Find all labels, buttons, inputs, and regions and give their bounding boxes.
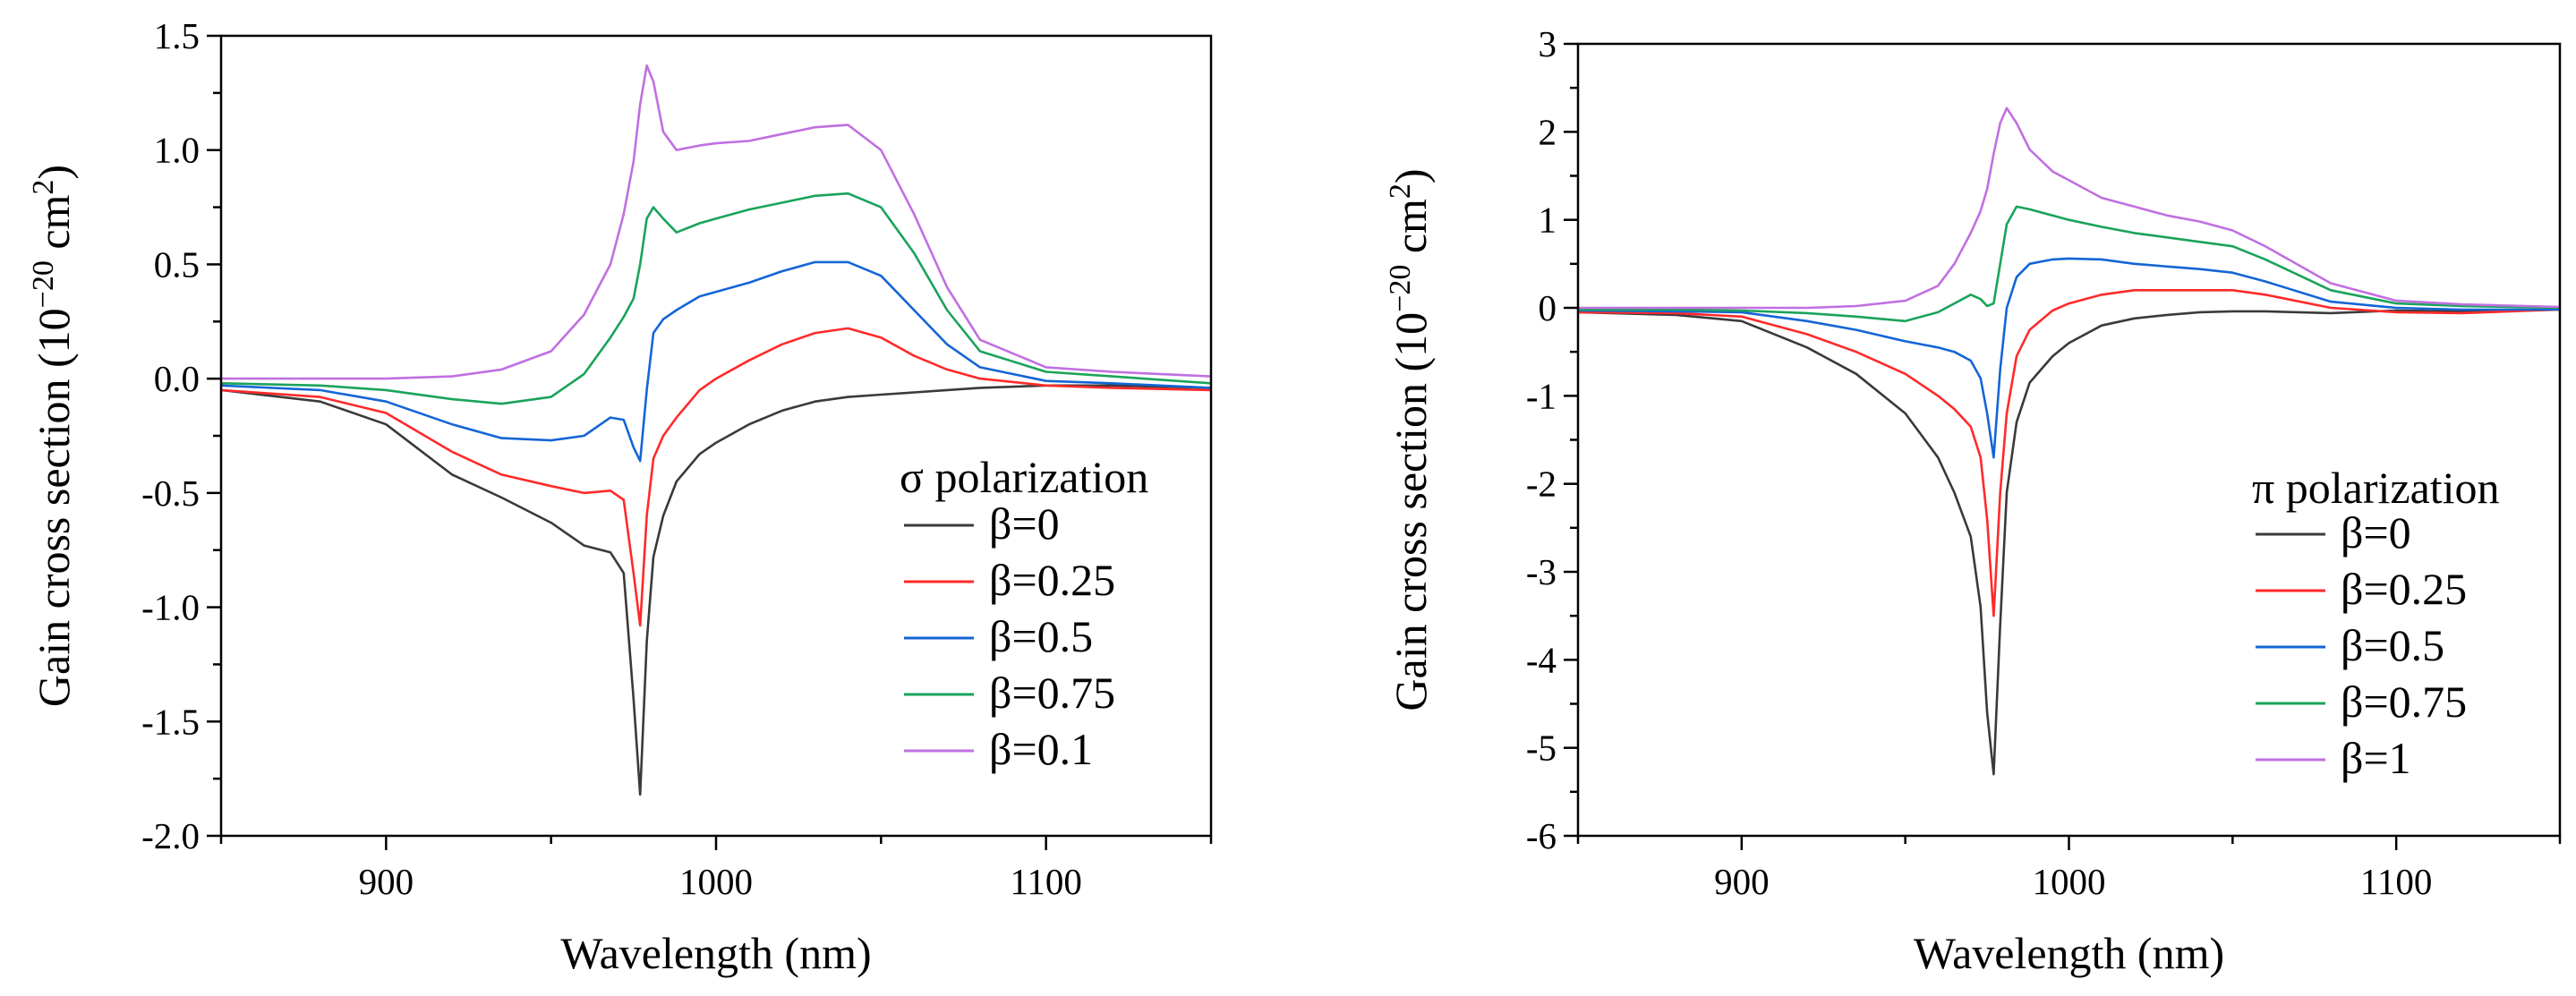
- legend-label: β=0.75: [2341, 677, 2467, 727]
- y-tick-label: -3: [1526, 551, 1557, 592]
- y-axis-title-superscript: −20: [27, 260, 60, 308]
- legend-label: β=0.5: [989, 611, 1093, 661]
- x-tick-label: 900: [1714, 861, 1770, 902]
- series-line-sigma-0: [221, 384, 1211, 796]
- y-axis-title-part: Gain cross section (10: [1386, 312, 1436, 711]
- legend-label: β=1: [2341, 733, 2411, 783]
- y-axis-title: Gain cross section (10−20 cm2): [27, 165, 79, 707]
- series-line-sigma-3: [221, 192, 1211, 405]
- y-axis-title: Gain cross section (10−20 cm2): [1384, 168, 1436, 711]
- series-line-pi-4: [1578, 106, 2560, 310]
- x-axis-title: Wavelength (nm): [1914, 928, 2224, 978]
- x-tick-label: 900: [359, 861, 414, 902]
- y-tick-label: 3: [1539, 23, 1557, 64]
- legend-label: β=0: [989, 498, 1060, 549]
- series-line-sigma-1: [221, 327, 1211, 627]
- y-axis-title-part: ): [1386, 168, 1436, 183]
- y-tick-label: 0.0: [154, 358, 200, 399]
- y-axis-title-part: ): [29, 165, 79, 180]
- y-axis-title-part: cm: [29, 194, 79, 260]
- series-line-pi-0: [1578, 308, 2560, 776]
- legend-label: β=0.5: [2341, 620, 2444, 670]
- y-axis-title-superscript: 2: [27, 180, 60, 195]
- y-tick-label: 1.0: [154, 130, 200, 171]
- x-axis-title: Wavelength (nm): [560, 928, 871, 978]
- series-line-sigma-4: [221, 64, 1211, 380]
- y-tick-label: -2.0: [141, 815, 200, 856]
- x-tick-label: 1000: [679, 861, 753, 902]
- y-axis-title-part: Gain cross section (10: [29, 308, 79, 707]
- y-tick-label: 2: [1539, 111, 1557, 152]
- y-tick-label: -1.0: [141, 587, 200, 628]
- legend-label: β=0: [2341, 507, 2411, 558]
- legend-label: β=0.1: [989, 724, 1093, 774]
- y-axis-title-part: cm: [1386, 199, 1436, 265]
- legend-title: π polarization: [2252, 463, 2500, 513]
- series-group: [221, 64, 1211, 796]
- legend-label: β=0.25: [2341, 564, 2467, 614]
- y-tick-label: -5: [1526, 728, 1557, 769]
- y-tick-label: -0.5: [141, 472, 200, 514]
- series-line-pi-2: [1578, 257, 2560, 459]
- y-tick-label: -1.5: [141, 701, 200, 742]
- legend-label: β=0.75: [989, 668, 1115, 718]
- chart-panel-pi: 900 1000 1100 -6 -5 -4 -3 -2 -1 0 1 2 3 Wavelength (n…: [1384, 23, 2562, 978]
- legend-label: β=0.25: [989, 555, 1115, 605]
- y-tick-label: 0.5: [154, 243, 200, 285]
- legend-title: σ polarization: [900, 452, 1148, 502]
- chart-panel-sigma: 900 1000 1100 -2.0 -1.5 -1.0 -0.5 0.0 0.5 1.0 1.5 W…: [27, 15, 1213, 978]
- y-tick-label: 1.5: [154, 15, 200, 56]
- y-tick-label: -2: [1526, 464, 1557, 505]
- x-tick-label: 1100: [1010, 861, 1081, 902]
- series-line-pi-1: [1578, 288, 2560, 617]
- y-tick-label: 1: [1539, 200, 1557, 241]
- x-tick-label: 1000: [2033, 861, 2106, 902]
- y-tick-label: -1: [1526, 375, 1557, 416]
- series-group: [1578, 106, 2560, 776]
- y-tick-label: -4: [1526, 639, 1557, 680]
- x-tick-label: 1100: [2360, 861, 2432, 902]
- y-tick-label: -6: [1526, 815, 1557, 856]
- y-axis-title-superscript: −20: [1384, 265, 1417, 312]
- y-tick-label: 0: [1539, 287, 1557, 328]
- series-line-pi-3: [1578, 205, 2560, 323]
- y-axis-title-superscript: 2: [1384, 183, 1417, 199]
- series-line-sigma-2: [221, 260, 1211, 463]
